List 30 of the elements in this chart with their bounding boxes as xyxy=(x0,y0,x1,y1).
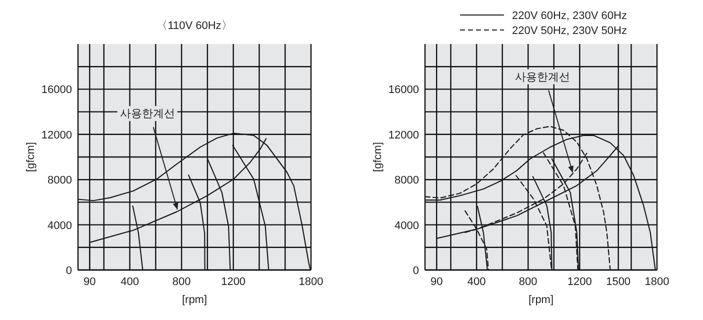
y-tick-label: 8000 xyxy=(48,174,72,187)
annotation: 사용한계선 xyxy=(120,108,175,120)
x-tick-label: 1200 xyxy=(221,276,246,288)
chart-title: 〈110V 60Hz〉 xyxy=(156,20,232,32)
y-tick-label: 8000 xyxy=(394,174,419,187)
y-tick-label: 0 xyxy=(66,265,72,277)
x-tick-label: 1200 xyxy=(567,276,592,288)
y-tick-label: 0 xyxy=(412,265,419,277)
y-tick-label: 4000 xyxy=(394,220,419,232)
x-tick-label: 1800 xyxy=(298,276,324,288)
x-tick-label: 400 xyxy=(120,276,139,288)
x-tick-label: 90 xyxy=(430,276,443,288)
y-tick-label: 4000 xyxy=(48,220,72,232)
annotation: 사용한계선 xyxy=(515,71,570,84)
x-axis-title: [rpm] xyxy=(528,294,554,306)
x-tick-label: 400 xyxy=(467,276,486,288)
y-tick-label: 16000 xyxy=(388,84,419,96)
y-tick-label: 12000 xyxy=(41,129,72,142)
y-axis-title: [gfcm] xyxy=(372,142,384,172)
legend-label: 220V 50Hz, 230V 50Hz xyxy=(512,25,627,37)
x-tick-label: 800 xyxy=(518,276,538,288)
y-axis-title: [gfcm] xyxy=(25,142,37,172)
legend-label: 220V 60Hz, 230V 60Hz xyxy=(512,10,627,22)
x-tick-label: 1800 xyxy=(644,276,670,288)
x-tick-label: 1500 xyxy=(606,276,631,288)
x-tick-label: 90 xyxy=(84,276,96,288)
x-tick-label: 800 xyxy=(172,276,191,288)
x-axis-title: [rpm] xyxy=(182,294,208,306)
y-tick-label: 16000 xyxy=(41,84,72,96)
y-tick-label: 12000 xyxy=(388,129,419,142)
